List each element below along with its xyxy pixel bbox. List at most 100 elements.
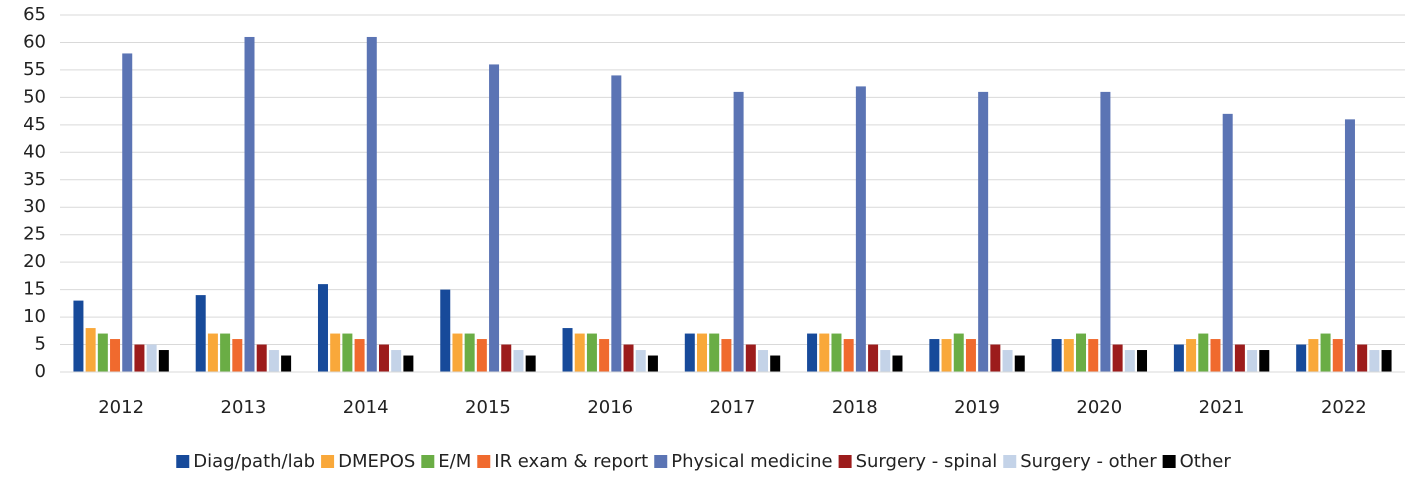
bar — [110, 339, 121, 372]
bar — [1076, 333, 1087, 372]
legend-label: Diag/path/lab — [193, 451, 315, 472]
bar — [1186, 339, 1197, 372]
x-tick-label: 2015 — [465, 397, 511, 418]
y-tick-label: 35 — [23, 169, 46, 190]
y-tick-label: 20 — [23, 251, 46, 272]
bar — [220, 333, 231, 372]
legend-label: Surgery - spinal — [856, 451, 998, 472]
y-tick-label: 10 — [23, 306, 46, 327]
bar — [990, 344, 1001, 372]
bar — [586, 333, 597, 372]
bar — [965, 339, 976, 372]
bar — [1210, 339, 1221, 372]
y-tick-label: 25 — [23, 224, 46, 245]
bar — [868, 344, 879, 372]
bar — [134, 344, 145, 372]
x-tick-label: 2016 — [587, 397, 633, 418]
bar — [733, 91, 744, 373]
bar — [1357, 344, 1368, 372]
bar — [1014, 355, 1025, 372]
bar — [1344, 119, 1355, 372]
bar — [195, 295, 206, 372]
y-tick-label: 0 — [35, 361, 46, 382]
bar — [256, 344, 267, 372]
legend-swatch — [477, 455, 491, 468]
x-tick-label: 2012 — [98, 397, 144, 418]
y-tick-label: 5 — [35, 334, 46, 355]
bar — [684, 333, 695, 372]
y-tick-label: 15 — [23, 279, 46, 300]
y-tick-label: 50 — [23, 86, 46, 107]
bar — [1112, 344, 1123, 372]
bar — [770, 355, 781, 372]
legend-swatch — [421, 455, 435, 468]
bar — [819, 333, 830, 372]
bar — [97, 333, 108, 372]
bar — [464, 333, 475, 372]
bar — [1137, 350, 1148, 372]
legend-swatch — [1003, 455, 1017, 468]
bar — [122, 53, 133, 372]
bar — [158, 350, 169, 372]
bar — [1259, 350, 1270, 372]
bar — [1198, 333, 1209, 372]
bar — [562, 328, 573, 372]
bar — [476, 339, 487, 372]
y-tick-label: 65 — [23, 4, 46, 25]
legend-label: IR exam & report — [494, 451, 648, 472]
bar — [1247, 350, 1258, 372]
bar — [843, 339, 854, 372]
bar — [244, 36, 255, 372]
bar — [391, 350, 402, 372]
x-tick-label: 2021 — [1199, 397, 1245, 418]
y-tick-label: 45 — [23, 114, 46, 135]
bar — [623, 344, 634, 372]
bar — [831, 333, 842, 372]
bar — [1124, 350, 1135, 372]
bar — [1308, 339, 1319, 372]
x-tick-label: 2017 — [710, 397, 756, 418]
legend-label: Other — [1180, 451, 1232, 472]
y-tick-label: 40 — [23, 141, 46, 162]
legend-label: Physical medicine — [671, 451, 832, 472]
bar — [489, 64, 500, 372]
bar — [1088, 339, 1099, 372]
bar — [574, 333, 585, 372]
x-tick-label: 2018 — [832, 397, 878, 418]
bar — [525, 355, 536, 372]
legend-label: DMEPOS — [338, 451, 415, 472]
bar — [268, 350, 279, 372]
x-tick-label: 2013 — [221, 397, 267, 418]
bar — [1100, 91, 1111, 373]
bar — [85, 328, 96, 372]
bar — [366, 36, 377, 372]
y-tick-label: 30 — [23, 196, 46, 217]
bar — [745, 344, 756, 372]
bar — [342, 333, 353, 372]
bar — [709, 333, 720, 372]
bar — [953, 333, 964, 372]
bar — [1173, 344, 1184, 372]
legend-label: Surgery - other — [1020, 451, 1157, 472]
bar — [1222, 113, 1233, 372]
bar — [880, 350, 891, 372]
legend-label: E/M — [438, 451, 471, 472]
bar — [354, 339, 365, 372]
legend-swatch — [176, 455, 190, 468]
bar — [317, 284, 328, 372]
y-tick-label: 60 — [23, 31, 46, 52]
x-tick-label: 2014 — [343, 397, 389, 418]
bar — [330, 333, 341, 372]
bar — [378, 344, 389, 372]
bar — [807, 333, 818, 372]
bar — [281, 355, 292, 372]
bar — [1296, 344, 1307, 372]
bar — [513, 350, 524, 372]
bar — [941, 339, 952, 372]
bar — [892, 355, 903, 372]
bar — [929, 339, 940, 372]
bar — [207, 333, 218, 372]
bar — [1051, 339, 1062, 372]
bar — [1320, 333, 1331, 372]
bar — [403, 355, 414, 372]
